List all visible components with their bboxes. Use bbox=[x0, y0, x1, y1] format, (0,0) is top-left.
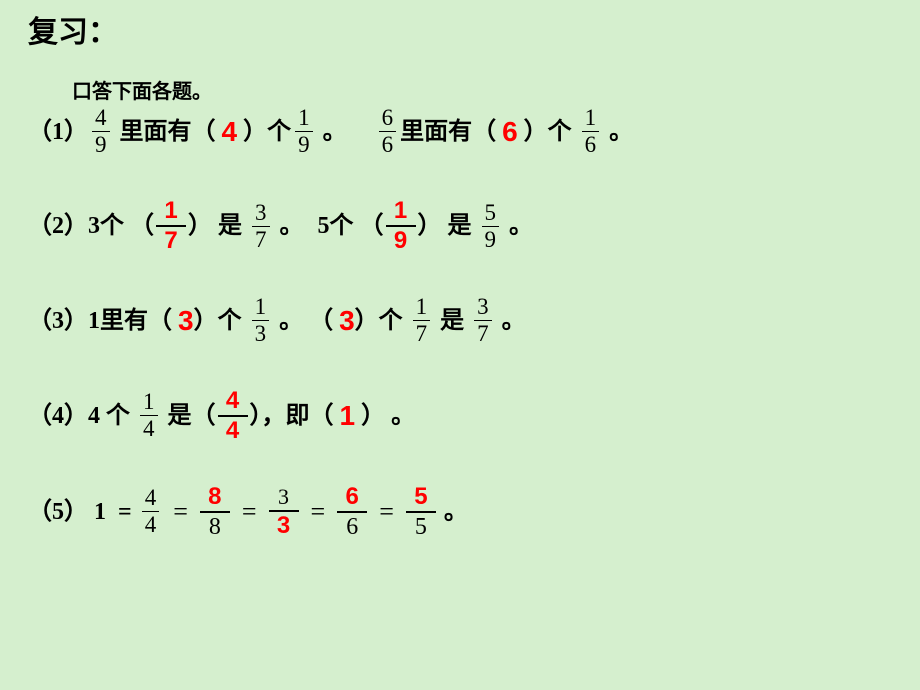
fraction-6-6: 66 bbox=[379, 106, 397, 157]
equals-sign: = bbox=[369, 499, 404, 525]
equals-sign: = bbox=[301, 499, 336, 525]
q3-answer-a: 3 bbox=[178, 307, 194, 335]
q5-label: （5） bbox=[28, 500, 88, 524]
q1-text: ）个 bbox=[237, 120, 291, 144]
q5-text: 。 bbox=[438, 500, 468, 524]
q2-label: （2） bbox=[28, 214, 88, 238]
equals-sign: = bbox=[163, 499, 198, 525]
q3-text: ）个 bbox=[355, 309, 409, 333]
q1-text: 里面有（ bbox=[400, 120, 502, 144]
q1-label: （1） bbox=[28, 120, 88, 144]
q1-answer-a: 4 bbox=[222, 118, 238, 146]
q2-text: 。 bbox=[503, 214, 533, 238]
question-4: （4） 4 个 14 是（ 44 ），即（ 1 ） 。 bbox=[28, 389, 892, 443]
q5-text: 1 = bbox=[88, 500, 132, 524]
q5-answer-frac-b: 66 bbox=[337, 485, 367, 539]
fraction-3-7: 37 bbox=[252, 201, 270, 252]
q4-text: ），即（ bbox=[250, 404, 340, 428]
q3-text: 1里有（ bbox=[88, 309, 178, 333]
q4-text: ） 。 bbox=[355, 404, 415, 428]
q2-answer-frac-b: 19 bbox=[386, 199, 416, 253]
page-title: 复习： bbox=[28, 18, 892, 48]
q4-text: 是（ bbox=[162, 404, 216, 428]
q1-text: 。 bbox=[317, 120, 347, 144]
q4-answer-b: 1 bbox=[340, 402, 356, 430]
fraction-4-9: 49 bbox=[92, 106, 110, 157]
q4-label: （4） bbox=[28, 404, 88, 428]
fraction-1-6: 16 bbox=[582, 106, 600, 157]
fraction-3-3-mixed: 3 3 bbox=[269, 486, 299, 538]
q2-text: 5个 （ bbox=[318, 214, 384, 238]
q2-text: ） 是 bbox=[188, 214, 248, 238]
q4-text: 4 个 bbox=[88, 404, 136, 428]
q1-text: 。 bbox=[603, 120, 633, 144]
q3-text: 是 bbox=[434, 309, 470, 333]
q2-text: ） 是 bbox=[418, 214, 478, 238]
equals-sign: = bbox=[232, 499, 267, 525]
q3-answer-b: 3 bbox=[339, 307, 355, 335]
q5-answer-frac-c: 55 bbox=[406, 485, 436, 539]
q4-answer-frac: 44 bbox=[218, 389, 248, 443]
q3-text: 。 bbox=[496, 309, 526, 333]
q2-answer-frac-a: 17 bbox=[156, 199, 186, 253]
fraction-5-9: 59 bbox=[482, 201, 500, 252]
q2-text: 。 bbox=[274, 214, 304, 238]
question-1: （1） 49 里面有（ 4 ）个 19 。 66 里面有（ 6 ）个 16 。 bbox=[28, 106, 892, 157]
instruction-text: 口答下面各题。 bbox=[72, 82, 892, 102]
fraction-1-4: 14 bbox=[140, 390, 158, 441]
q2-text: 3个 （ bbox=[88, 214, 154, 238]
q1-text: 里面有（ bbox=[114, 120, 222, 144]
question-5: （5） 1 = 44 = 88 = 3 3 = 66 = 55 。 bbox=[28, 485, 892, 539]
q3-text: 。 （ bbox=[273, 309, 333, 333]
fraction-1-3: 13 bbox=[252, 295, 270, 346]
fraction-1-9: 19 bbox=[295, 106, 313, 157]
q3-label: （3） bbox=[28, 309, 88, 333]
question-3: （3） 1里有（ 3 ）个 13 。 （ 3 ）个 17 是 37 。 bbox=[28, 295, 892, 346]
fraction-4-4: 44 bbox=[142, 486, 160, 537]
q5-answer-frac-a: 88 bbox=[200, 485, 230, 539]
fraction-1-7: 17 bbox=[413, 295, 431, 346]
q3-text: ）个 bbox=[194, 309, 248, 333]
question-2: （2） 3个 （ 17 ） 是 37 。 5个 （ 19 ） 是 59 。 bbox=[28, 199, 892, 253]
q1-text: ）个 bbox=[518, 120, 578, 144]
fraction-3-7: 37 bbox=[474, 295, 492, 346]
worksheet-page: 复习： 口答下面各题。 （1） 49 里面有（ 4 ）个 19 。 66 里面有… bbox=[0, 0, 920, 557]
q1-answer-b: 6 bbox=[502, 118, 518, 146]
